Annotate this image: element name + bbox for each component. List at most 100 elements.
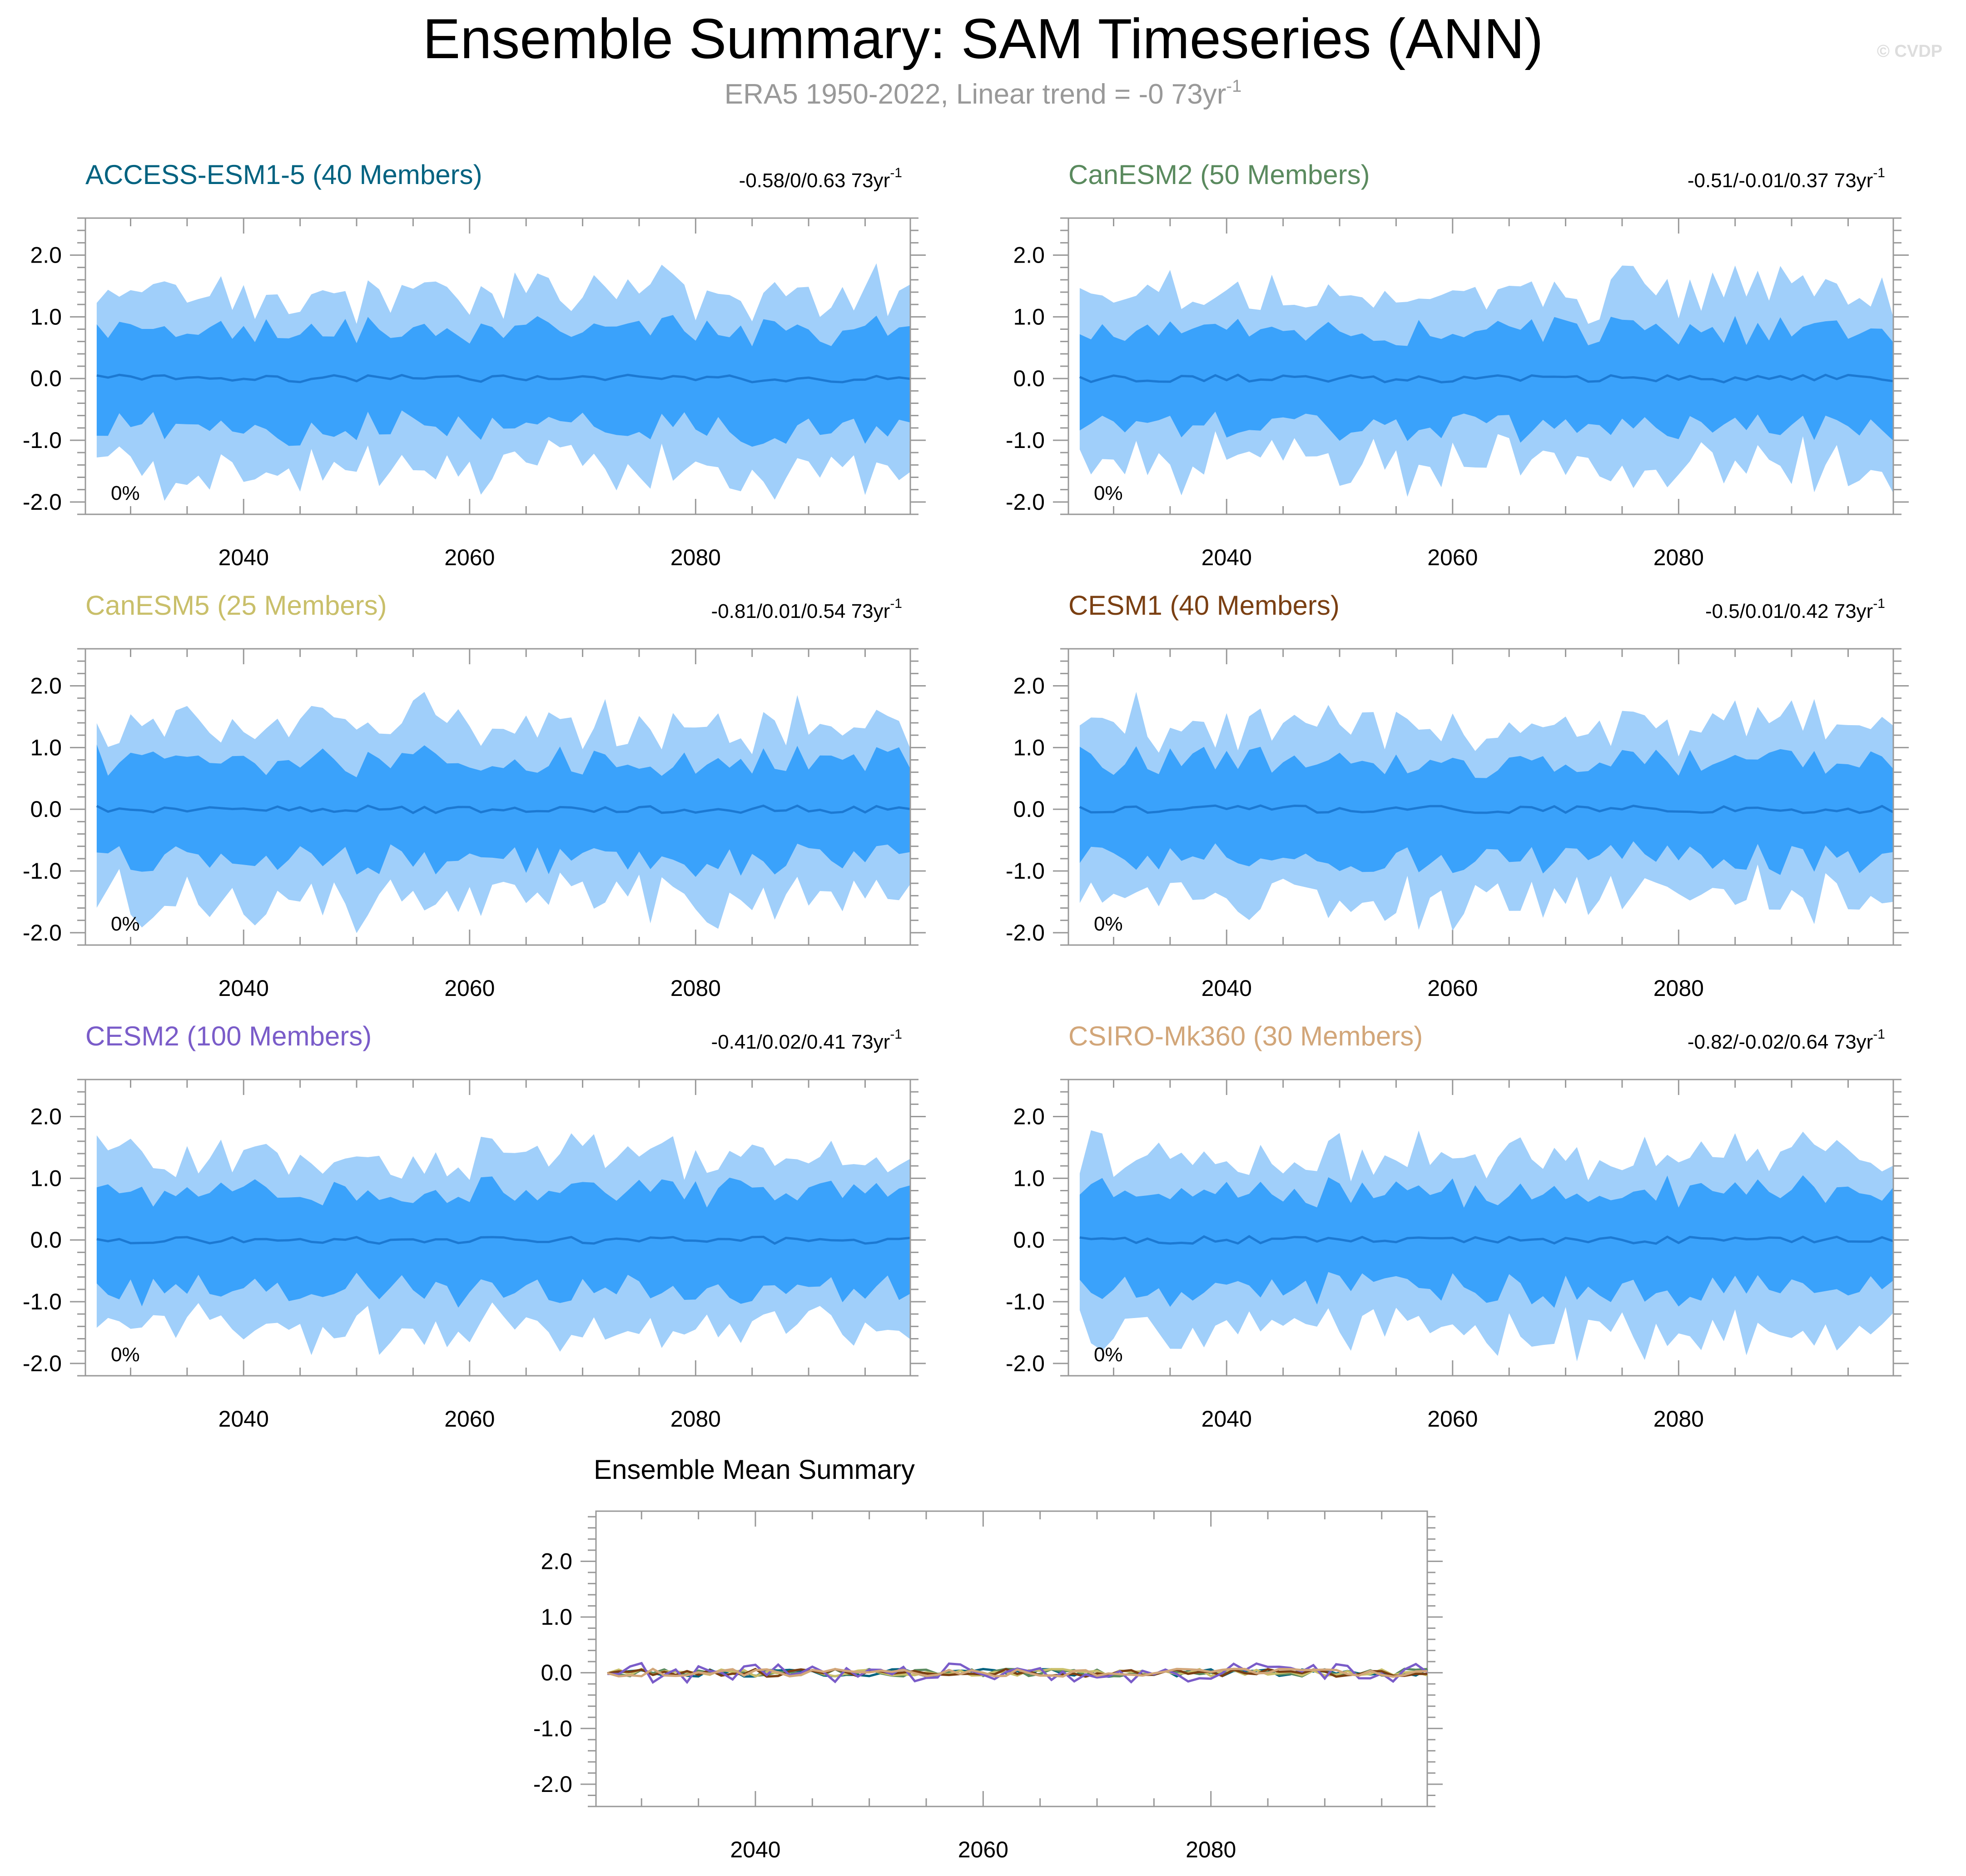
subtitle-text: ERA5 1950-2022, Linear trend = -0 73yr xyxy=(724,79,1226,110)
y-tick-label: 2.0 xyxy=(30,243,62,268)
trend-value: -0.5/0.01/0.42 73yr xyxy=(1705,600,1873,622)
ensemble-mean-line xyxy=(96,804,911,814)
percent-label: 0% xyxy=(1094,913,1123,935)
trend-label: -0.82/-0.02/0.64 73yr-1 xyxy=(1688,1027,1885,1053)
x-tick-label: 2080 xyxy=(670,545,721,570)
panel-title-csiro-mk360-30-members: CSIRO-Mk360 (30 Members) xyxy=(1068,1021,1423,1051)
x-tick-label: 2080 xyxy=(670,975,721,1001)
y-tick-label: -2.0 xyxy=(23,1351,62,1376)
y-tick-label: -1.0 xyxy=(533,1716,572,1741)
percent-label: 0% xyxy=(111,482,140,504)
mean-series-cesm1 xyxy=(607,1667,1428,1678)
panel-title-cesm2-100-members: CESM2 (100 Members) xyxy=(85,1021,372,1051)
x-tick-label: 2040 xyxy=(218,545,269,570)
x-tick-label: 2040 xyxy=(1201,975,1252,1001)
y-tick-label: -1.0 xyxy=(23,858,62,884)
panel-title-ensemble-mean: Ensemble Mean Summary xyxy=(594,1454,915,1485)
x-tick-label: 2080 xyxy=(1653,1406,1704,1432)
x-tick-label: 2040 xyxy=(218,1406,269,1432)
x-tick-label: 2060 xyxy=(1427,975,1478,1001)
percent-label: 0% xyxy=(111,1344,140,1366)
chart-panel-ensemble-mean: Ensemble Mean Summary 2.0 1.0 0.0 -1.0 -2.0 20… xyxy=(533,1454,1443,1862)
page-title: Ensemble Summary: SAM Timeseries (ANN) xyxy=(422,8,1544,70)
y-tick-label: -1.0 xyxy=(1006,1289,1045,1314)
y-tick-label: -1.0 xyxy=(1006,858,1045,884)
chart-panel-access-esm1-5: ACCESS-ESM1-5 (40 Members) -0.58/0/0.63 7… xyxy=(23,159,926,570)
y-tick-label: 0.0 xyxy=(541,1660,572,1686)
percent-label: 0% xyxy=(1094,1344,1123,1366)
y-tick-label: 2.0 xyxy=(1013,1104,1045,1130)
x-tick-label: 2080 xyxy=(1653,975,1704,1001)
chart-panel-csiro-mk360: CSIRO-Mk360 (30 Members) -0.82/-0.02/0.64… xyxy=(1006,1021,1909,1432)
y-tick-label: -2.0 xyxy=(533,1772,572,1797)
ensemble-mean-line xyxy=(96,373,911,383)
y-tick-label: -2.0 xyxy=(1006,489,1045,515)
percent-label: 0% xyxy=(111,913,140,935)
x-tick-label: 2060 xyxy=(1427,545,1478,570)
y-tick-label: 1.0 xyxy=(1013,735,1045,760)
trend-value: -0.82/-0.02/0.64 73yr xyxy=(1688,1031,1873,1053)
trend-superscript: -1 xyxy=(890,1027,902,1042)
plot-frame-top xyxy=(1067,648,1894,946)
chart-panel-cesm2: CESM2 (100 Members) -0.41/0.02/0.41 73yr-… xyxy=(23,1021,926,1432)
y-tick-label: 2.0 xyxy=(541,1548,572,1574)
trend-label: -0.41/0.02/0.41 73yr-1 xyxy=(711,1027,902,1053)
y-tick-label: 1.0 xyxy=(1013,304,1045,329)
plot-frame-top xyxy=(84,217,911,515)
plot-frame xyxy=(595,1510,1428,1807)
trend-value: -0.58/0/0.63 73yr xyxy=(739,169,890,192)
trend-label: -0.81/0.01/0.54 73yr-1 xyxy=(711,596,902,622)
inner-percentile-band xyxy=(1079,1175,1893,1308)
x-tick-label: 2080 xyxy=(1186,1837,1236,1862)
panel-title-canesm2-50-members: CanESM2 (50 Members) xyxy=(1068,159,1370,190)
percent-label: 0% xyxy=(1094,482,1123,504)
panel-title-canesm5-25-members: CanESM5 (25 Members) xyxy=(85,590,387,621)
x-tick-label: 2040 xyxy=(218,975,269,1001)
y-tick-label: -2.0 xyxy=(1006,920,1045,945)
trend-superscript: -1 xyxy=(1873,596,1885,611)
chart-panel-canesm5: CanESM5 (25 Members) -0.81/0.01/0.54 73yr… xyxy=(23,590,926,1001)
y-tick-label: 1.0 xyxy=(30,1165,62,1191)
x-tick-label: 2080 xyxy=(1653,545,1704,570)
y-tick-label: 0.0 xyxy=(30,366,62,391)
plot-frame-top xyxy=(84,648,911,946)
x-tick-label: 2060 xyxy=(444,1406,495,1432)
trend-superscript: -1 xyxy=(890,165,902,180)
inner-percentile-band xyxy=(1079,316,1893,443)
plot-frame-top xyxy=(1067,217,1894,515)
inner-percentile-band xyxy=(96,1176,910,1308)
y-tick-label: 2.0 xyxy=(1013,243,1045,268)
chart-panel-canesm2: CanESM2 (50 Members) -0.51/-0.01/0.37 73y… xyxy=(1006,159,1909,570)
y-tick-label: -2.0 xyxy=(1006,1351,1045,1376)
trend-superscript: -1 xyxy=(1873,165,1885,180)
trend-superscript: -1 xyxy=(890,596,902,611)
panel-title-cesm1-40-members: CESM1 (40 Members) xyxy=(1068,590,1340,621)
x-tick-label: 2040 xyxy=(1201,1406,1252,1432)
y-tick-label: 1.0 xyxy=(30,735,62,760)
y-tick-label: -1.0 xyxy=(1006,428,1045,453)
x-tick-label: 2080 xyxy=(670,1406,721,1432)
trend-label: -0.58/0/0.63 73yr-1 xyxy=(739,165,902,192)
x-tick-label: 2060 xyxy=(1427,1406,1478,1432)
plot-frame-top xyxy=(1067,1079,1894,1377)
y-tick-label: -2.0 xyxy=(23,489,62,515)
y-tick-label: 0.0 xyxy=(1013,796,1045,822)
copyright-notice: © CVDP xyxy=(1877,42,1942,61)
y-tick-label: -1.0 xyxy=(23,428,62,453)
plot-frame-top xyxy=(84,1079,911,1377)
x-tick-label: 2060 xyxy=(444,975,495,1001)
inner-percentile-band xyxy=(1079,746,1893,875)
ensemble-mean-line xyxy=(1079,804,1894,814)
trend-value: -0.81/0.01/0.54 73yr xyxy=(711,600,890,622)
y-tick-label: 0.0 xyxy=(30,1227,62,1253)
trend-label: -0.5/0.01/0.42 73yr-1 xyxy=(1705,596,1885,622)
mean-series-csiro-mk360 xyxy=(607,1667,1428,1678)
y-tick-label: 1.0 xyxy=(541,1604,572,1630)
y-tick-label: 0.0 xyxy=(1013,1227,1045,1253)
y-tick-label: 0.0 xyxy=(1013,366,1045,391)
x-tick-label: 2060 xyxy=(444,545,495,570)
x-tick-label: 2040 xyxy=(1201,545,1252,570)
y-tick-label: 1.0 xyxy=(1013,1165,1045,1191)
y-tick-label: -1.0 xyxy=(23,1289,62,1314)
chart-panel-cesm1: CESM1 (40 Members) -0.5/0.01/0.42 73yr-1 2… xyxy=(1006,590,1909,1001)
